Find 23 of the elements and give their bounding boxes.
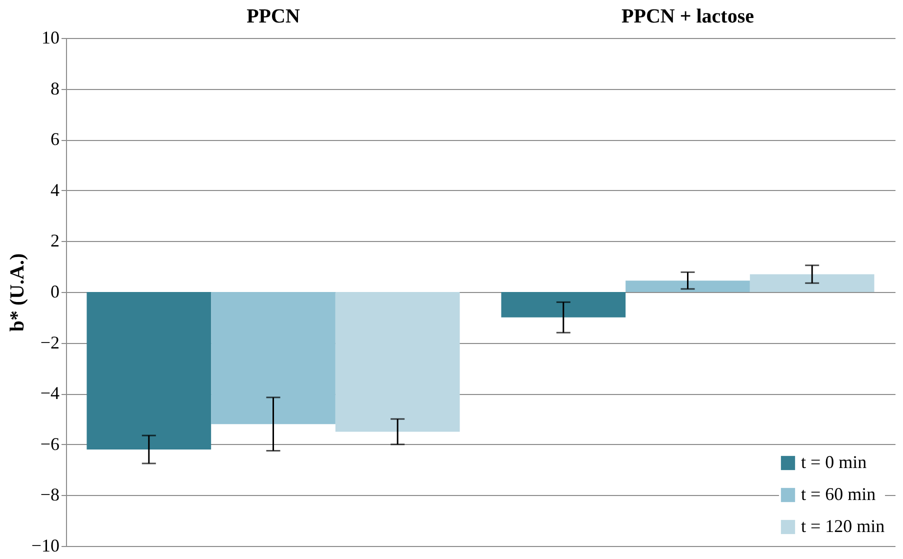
bar bbox=[211, 292, 336, 424]
legend-label: t = 120 min bbox=[801, 516, 885, 536]
y-tick-label: −6 bbox=[40, 434, 60, 454]
y-tick-label: 0 bbox=[50, 282, 60, 302]
y-tick-label: −8 bbox=[40, 484, 60, 505]
bar bbox=[335, 292, 460, 432]
legend-label: t = 60 min bbox=[801, 484, 876, 504]
y-tick-label: 2 bbox=[50, 230, 60, 251]
bar bbox=[86, 292, 212, 450]
x-tick-label: PPCN + lactose bbox=[622, 6, 754, 28]
y-axis-title: b* (U.A.) bbox=[6, 253, 28, 332]
y-tick-label: −10 bbox=[31, 536, 60, 556]
x-tick-label: PPCN bbox=[246, 6, 300, 28]
y-tick-label: 4 bbox=[50, 180, 60, 200]
y-tick-label: 10 bbox=[42, 28, 60, 48]
legend-label: t = 0 min bbox=[801, 452, 867, 472]
bar bbox=[626, 280, 750, 292]
bar bbox=[750, 274, 874, 292]
y-tick-label: 6 bbox=[50, 129, 60, 150]
y-tick-label: −4 bbox=[40, 383, 60, 404]
y-tick-label: 8 bbox=[50, 78, 60, 98]
y-tick-label: −2 bbox=[40, 332, 60, 352]
bar bbox=[501, 292, 626, 318]
